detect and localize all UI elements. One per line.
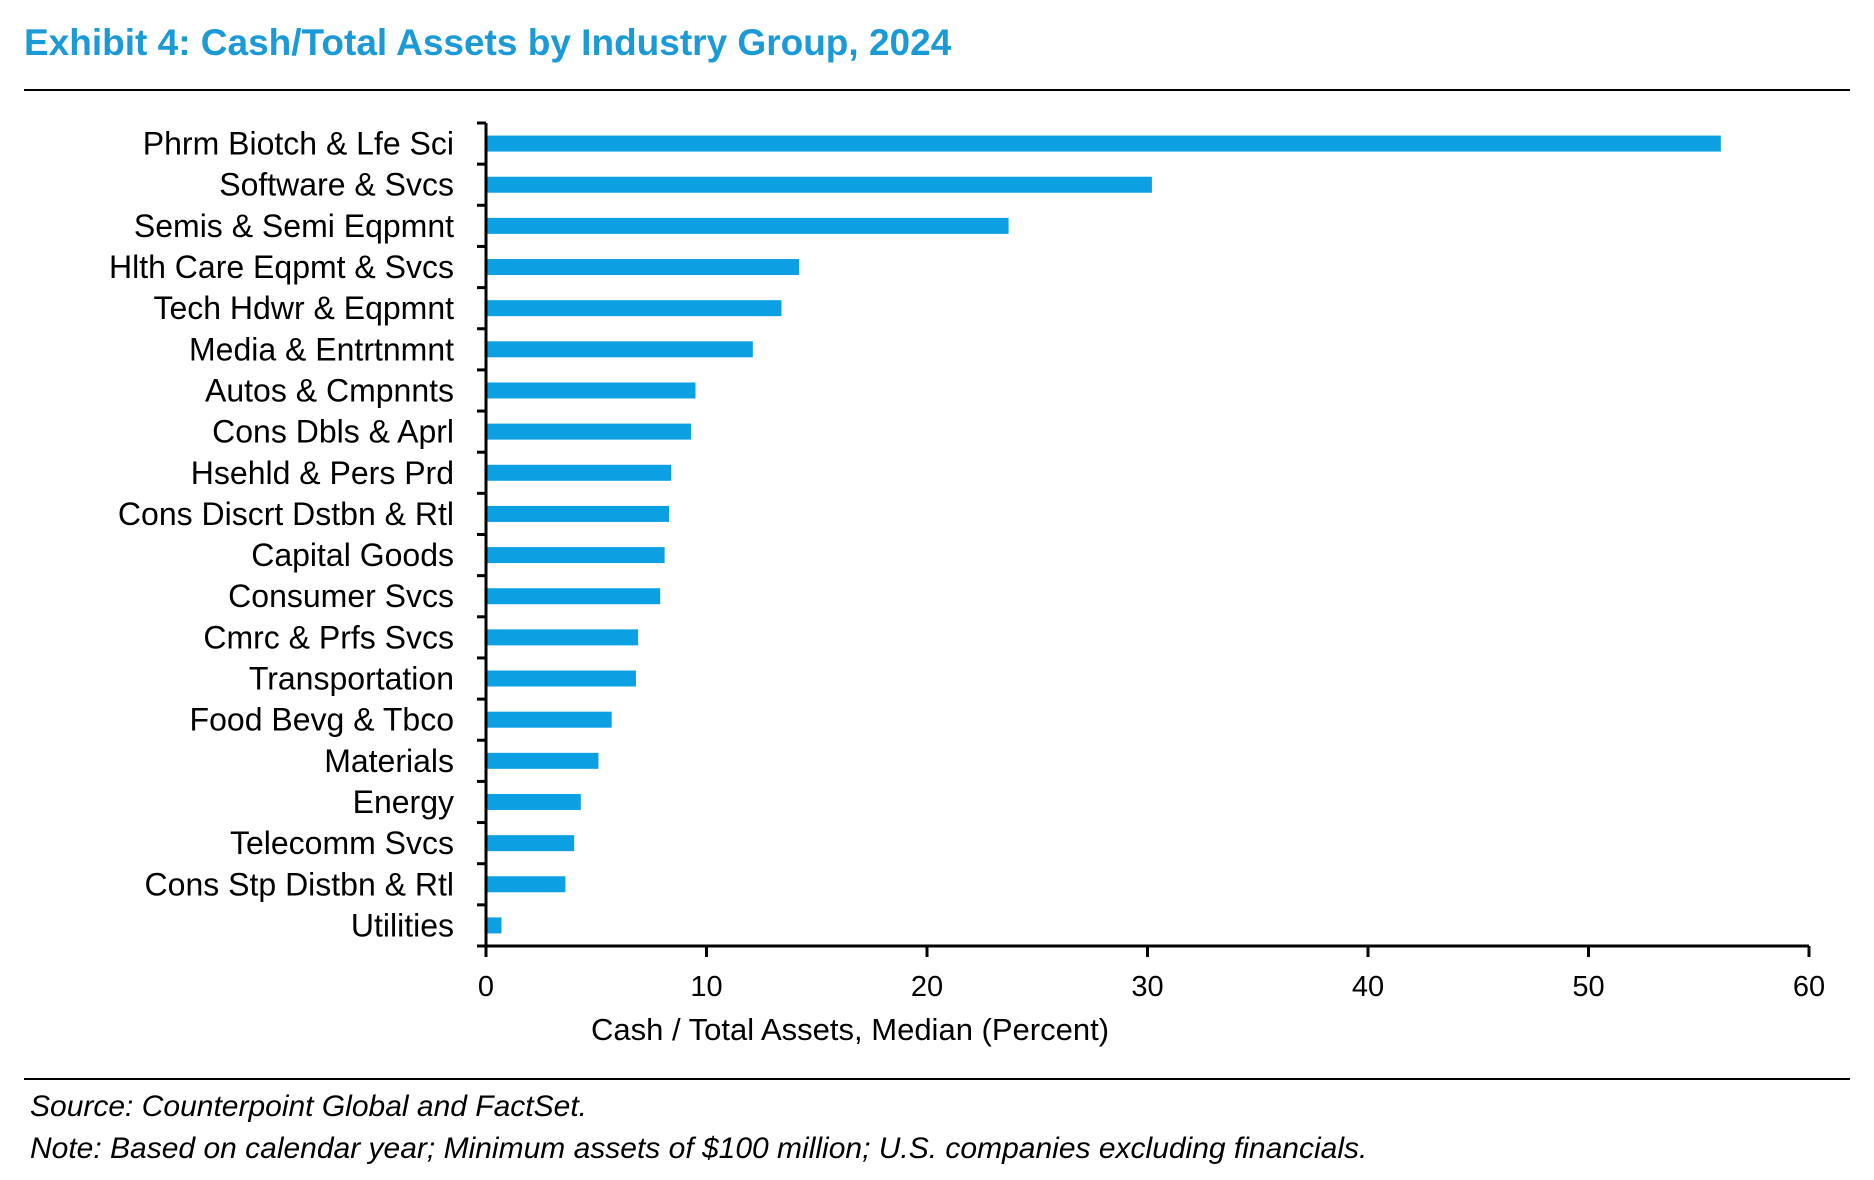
category-label: Cons Dbls & Aprl: [212, 414, 454, 450]
x-tick-label: 40: [1352, 971, 1384, 1003]
bar: [486, 547, 665, 564]
bar: [486, 300, 782, 317]
category-label: Software & Svcs: [219, 167, 454, 203]
category-label: Cons Discrt Dstbn & Rtl: [118, 496, 454, 532]
category-label: Hsehld & Pers Prd: [191, 455, 454, 491]
category-label: Consumer Svcs: [228, 578, 454, 614]
category-label: Semis & Semi Eqpmnt: [134, 208, 454, 244]
bar: [486, 629, 639, 646]
category-label: Transportation: [249, 661, 454, 697]
x-tick-label: 0: [478, 971, 494, 1003]
category-label: Autos & Cmpnnts: [205, 372, 454, 408]
category-label: Telecomm Svcs: [230, 825, 454, 861]
category-label: Utilities: [351, 907, 454, 943]
bar: [486, 876, 566, 893]
category-label: Energy: [353, 784, 454, 820]
bar: [486, 382, 696, 399]
bar: [486, 259, 800, 276]
bar: [486, 793, 581, 810]
category-label: Phrm Biotch & Lfe Sci: [143, 126, 454, 162]
category-label: Capital Goods: [251, 537, 454, 573]
bar: [486, 423, 692, 440]
bar: [486, 917, 502, 934]
category-label: Media & Entrtnmnt: [189, 331, 454, 367]
footnote: Note: Based on calendar year; Minimum as…: [30, 1132, 1368, 1165]
bar: [486, 341, 753, 358]
axes: [477, 121, 1809, 948]
bar-chart: Phrm Biotch & Lfe Sci Software & Svcs Semi…: [109, 121, 1825, 1047]
bar: [486, 464, 672, 481]
bar: [486, 711, 612, 728]
x-tick-label: 50: [1572, 971, 1604, 1003]
x-axis-label: Cash / Total Assets, Median (Percent): [591, 1012, 1109, 1047]
x-tick-label: 10: [690, 971, 722, 1003]
bar: [486, 176, 1152, 193]
x-axis-ticks: 0 10 20 30 40 50 60: [478, 946, 1825, 1003]
bar: [486, 505, 670, 522]
bottom-divider: [24, 1078, 1850, 1080]
chart-title: Exhibit 4: Cash/Total Assets by Industry…: [24, 22, 952, 63]
top-divider: [24, 89, 1850, 91]
category-label: Cmrc & Prfs Svcs: [203, 619, 454, 655]
category-label: Cons Stp Distbn & Rtl: [145, 866, 454, 902]
bar: [486, 752, 599, 769]
source-note: Source: Counterpoint Global and FactSet.: [30, 1090, 587, 1123]
bar: [486, 135, 1721, 152]
x-tick-label: 20: [911, 971, 943, 1003]
category-label: Hlth Care Eqpmt & Svcs: [109, 249, 454, 285]
y-axis-labels: Phrm Biotch & Lfe Sci Software & Svcs Semi…: [109, 126, 454, 944]
x-tick-label: 30: [1131, 971, 1163, 1003]
bar: [486, 217, 1009, 234]
x-tick-label: 60: [1793, 971, 1825, 1003]
bar: [486, 835, 575, 852]
bar: [486, 670, 636, 687]
category-label: Food Bevg & Tbco: [190, 702, 454, 738]
bars: [486, 135, 1721, 934]
category-label: Tech Hdwr & Eqpmnt: [153, 290, 454, 326]
bar: [486, 588, 661, 605]
category-label: Materials: [324, 743, 454, 779]
